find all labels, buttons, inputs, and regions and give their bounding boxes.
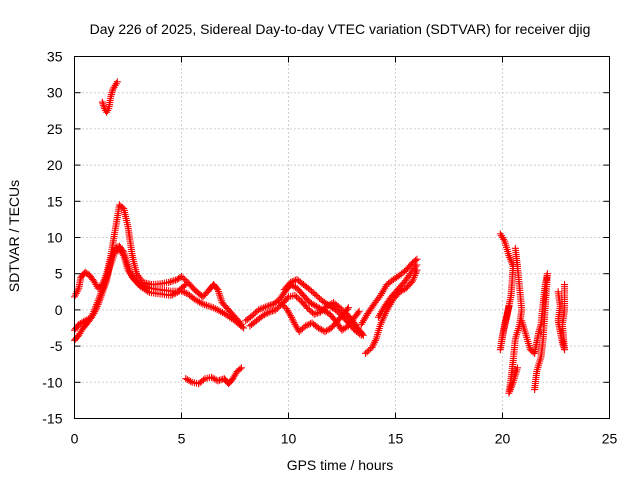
plot-frame <box>74 56 610 419</box>
x-axis-label: GPS time / hours <box>287 457 394 473</box>
data-series <box>71 78 569 397</box>
data-point-markers <box>357 255 421 328</box>
data-point-markers <box>182 364 245 388</box>
series-track-rise-b <box>362 266 421 357</box>
chart-title: Day 226 of 2025, Sidereal Day-to-day VTE… <box>90 21 591 37</box>
x-tick-label: 0 <box>71 431 79 447</box>
y-tick-label: 15 <box>47 193 63 209</box>
series-track-mid-d <box>280 275 365 339</box>
data-point-markers <box>71 245 190 344</box>
x-tick-label: 20 <box>495 431 511 447</box>
y-tick-label: 25 <box>47 121 63 137</box>
x-tick-label: 10 <box>281 431 297 447</box>
grid-lines <box>74 56 610 419</box>
y-axis-label: SDTVAR / TECUs <box>6 180 22 292</box>
data-point-markers <box>98 78 121 116</box>
data-point-markers <box>554 281 569 354</box>
series-track-late-d <box>554 281 569 354</box>
y-tick-label: 30 <box>47 85 63 101</box>
y-tick-label: 5 <box>55 266 63 282</box>
series-track-late-a <box>496 230 517 354</box>
series-track-late-c <box>518 270 551 394</box>
series-track-rise-c <box>374 261 421 321</box>
data-point-markers <box>246 291 367 339</box>
series-track-high <box>98 78 121 116</box>
y-tick-label: -5 <box>50 338 63 354</box>
y-tick-label: -15 <box>42 411 62 427</box>
x-tick-label: 25 <box>602 431 618 447</box>
y-tick-label: 20 <box>47 157 63 173</box>
x-tick-label: 15 <box>388 431 404 447</box>
series-track-rise-a <box>357 255 421 328</box>
data-point-markers <box>280 275 365 339</box>
series-track-low <box>182 364 245 388</box>
data-point-markers <box>362 266 421 357</box>
x-tick-label: 5 <box>178 431 186 447</box>
y-tick-label: 35 <box>47 49 63 65</box>
y-tick-label: 10 <box>47 230 63 246</box>
y-tick-label: 0 <box>55 302 63 318</box>
series-track-mid-b <box>246 291 367 339</box>
data-point-markers <box>496 230 517 354</box>
data-point-markers <box>518 270 551 394</box>
series-track-main-c <box>71 245 190 344</box>
y-tick-label: -10 <box>42 374 62 390</box>
data-point-markers <box>374 261 421 321</box>
